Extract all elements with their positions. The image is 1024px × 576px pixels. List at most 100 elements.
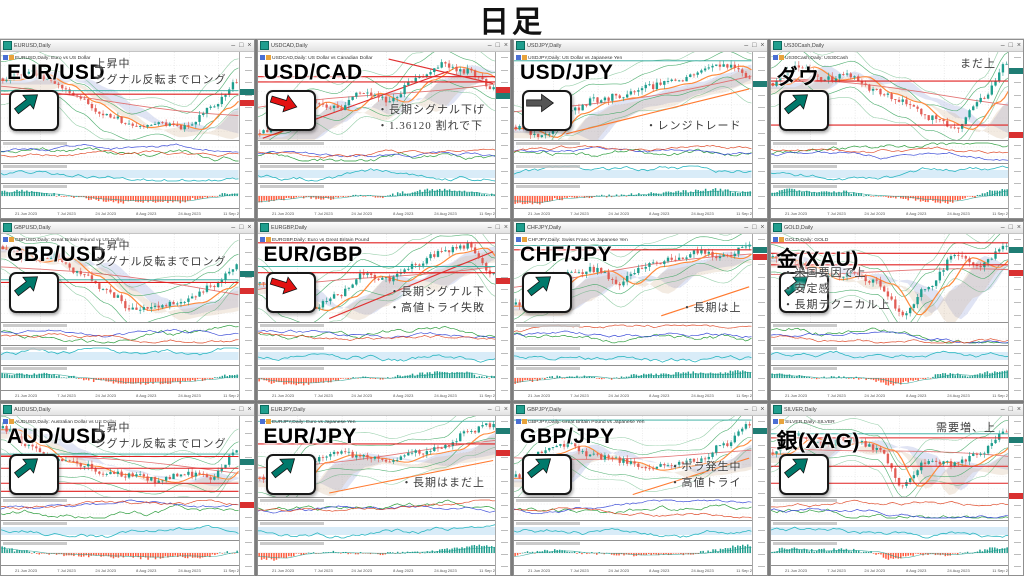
date-axis[interactable]: 21 Jun 2023 7 Jul 2023 24 Jul 2023 8 Aug 20… [1,390,239,400]
price-scale[interactable] [751,416,767,575]
chart-type-icon[interactable] [3,237,8,242]
minimize-button[interactable]: – [1000,406,1005,413]
date-axis[interactable]: 21 Jun 2023 7 Jul 2023 24 Jul 2023 8 Aug 20… [770,208,1008,218]
cci-subwindow[interactable] [770,345,1008,365]
maximize-button[interactable]: □ [1008,42,1013,49]
indicator-icon[interactable] [9,55,14,60]
date-axis[interactable]: 21 Jun 2023 7 Jul 2023 24 Jul 2023 8 Aug 20… [257,565,495,575]
close-button[interactable]: × [247,224,252,231]
oscillator-subwindow[interactable] [770,140,1009,163]
oscillator-subwindow[interactable] [514,497,752,520]
momentum-histogram-canvas[interactable] [514,366,752,390]
indicator-icon[interactable] [778,55,784,60]
price-scale[interactable] [495,234,510,400]
close-button[interactable]: × [247,406,252,413]
maximize-button[interactable]: □ [1008,406,1013,413]
momentum-histogram-canvas[interactable] [770,366,1009,390]
momentum-subwindow[interactable] [257,365,496,390]
chart-type-icon[interactable] [3,419,8,424]
cci-subwindow[interactable] [1,520,239,540]
window-title-bar[interactable]: EURGBP,Daily – □ × [257,222,510,234]
price-scale[interactable] [238,52,254,218]
momentum-histogram-canvas[interactable] [770,184,1009,208]
momentum-subwindow[interactable] [770,183,1009,208]
cci-canvas[interactable] [770,521,1009,540]
candlestick-chart-canvas[interactable] [514,52,752,140]
oscillator-subwindow[interactable] [257,140,496,163]
chart-type-icon[interactable] [516,55,521,60]
window-title-bar[interactable]: EURJPY,Daily – □ × [257,404,510,416]
chart-type-icon[interactable] [516,419,521,424]
momentum-histogram-canvas[interactable] [1,541,239,565]
cci-subwindow[interactable] [257,163,496,183]
indicator-icon[interactable] [9,419,14,424]
cci-subwindow[interactable] [514,520,752,540]
candlestick-chart-canvas[interactable] [1,416,239,497]
momentum-subwindow[interactable] [1,183,239,208]
maximize-button[interactable]: □ [239,224,244,231]
momentum-subwindow[interactable] [770,365,1009,390]
maximize-button[interactable]: □ [752,42,757,49]
momentum-histogram-canvas[interactable] [257,366,496,390]
indicator-icon[interactable] [9,237,14,242]
oscillator-subwindow[interactable] [257,322,495,345]
close-button[interactable]: × [503,406,508,413]
oscillator-canvas[interactable] [514,141,752,163]
minimize-button[interactable]: – [231,42,236,49]
oscillator-canvas[interactable] [514,498,752,520]
oscillator-canvas[interactable] [770,141,1009,163]
price-scale[interactable] [495,416,510,575]
window-title-bar[interactable]: USDJPY,Daily – □ × [514,40,767,52]
momentum-histogram-canvas[interactable] [514,541,752,565]
indicator-icon[interactable] [522,237,527,242]
momentum-subwindow[interactable] [257,540,496,565]
close-button[interactable]: × [1016,224,1021,231]
momentum-histogram-canvas[interactable] [1,184,239,208]
maximize-button[interactable]: □ [1008,224,1013,231]
momentum-histogram-canvas[interactable] [770,541,1009,565]
window-title-bar[interactable]: SILVER,Daily – □ × [770,404,1023,416]
momentum-histogram-canvas[interactable] [257,184,496,208]
price-scale[interactable] [751,234,767,400]
cci-canvas[interactable] [257,164,496,183]
cci-subwindow[interactable] [514,345,752,365]
minimize-button[interactable]: – [231,224,236,231]
minimize-button[interactable]: – [231,406,236,413]
maximize-button[interactable]: □ [752,224,757,231]
maximize-button[interactable]: □ [239,406,244,413]
minimize-button[interactable]: – [744,406,749,413]
candlestick-chart-canvas[interactable] [257,234,496,322]
date-axis[interactable]: 21 Jun 2023 7 Jul 2023 24 Jul 2023 8 Aug 20… [770,390,1008,400]
indicator-icon[interactable] [265,419,271,424]
date-axis[interactable]: 21 Jun 2023 7 Jul 2023 24 Jul 2023 8 Aug 20… [514,565,752,575]
close-button[interactable]: × [760,42,765,49]
momentum-subwindow[interactable] [1,540,239,565]
indicator-icon[interactable] [778,419,784,424]
indicator-icon[interactable] [265,55,271,60]
momentum-subwindow[interactable] [1,365,239,390]
date-axis[interactable]: 21 Jun 2023 7 Jul 2023 24 Jul 2023 8 Aug 20… [1,565,239,575]
window-title-bar[interactable]: AUDUSD,Daily – □ × [1,404,254,416]
momentum-histogram-canvas[interactable] [257,541,496,565]
minimize-button[interactable]: – [1000,224,1005,231]
minimize-button[interactable]: – [487,42,492,49]
close-button[interactable]: × [1016,406,1021,413]
price-scale[interactable] [238,416,254,575]
oscillator-canvas[interactable] [1,141,239,163]
cci-canvas[interactable] [1,164,239,183]
cci-canvas[interactable] [1,521,239,540]
close-button[interactable]: × [760,406,765,413]
oscillator-canvas[interactable] [1,323,239,345]
window-title-bar[interactable]: GBPUSD,Daily – □ × [1,222,254,234]
oscillator-canvas[interactable] [257,141,496,163]
oscillator-subwindow[interactable] [1,322,239,345]
maximize-button[interactable]: □ [752,406,757,413]
oscillator-canvas[interactable] [770,323,1009,345]
date-axis[interactable]: 21 Jun 2023 7 Jul 2023 24 Jul 2023 8 Aug 20… [514,390,752,400]
window-title-bar[interactable]: CHFJPY,Daily – □ × [514,222,767,234]
chart-type-icon[interactable] [516,237,521,242]
chart-type-icon[interactable] [259,237,265,242]
momentum-subwindow[interactable] [514,540,752,565]
window-title-bar[interactable]: EURUSD,Daily – □ × [1,40,254,52]
close-button[interactable]: × [247,42,252,49]
